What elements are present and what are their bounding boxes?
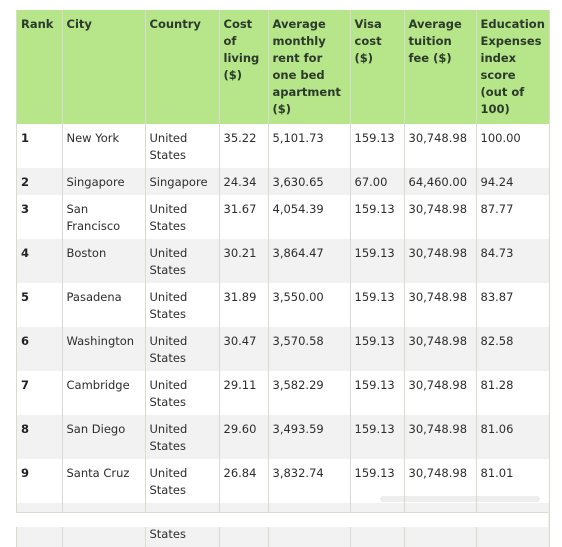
cell-average-rent: 3,550.00 bbox=[268, 283, 351, 327]
cell-education-index: 81.28 bbox=[480, 378, 514, 392]
cell-education-index: 94.24 bbox=[476, 168, 549, 195]
header-visa-cost: Visa cost ($) bbox=[350, 10, 405, 124]
cell-country: United States bbox=[145, 415, 220, 459]
cell-city: Santa Cruz bbox=[62, 459, 146, 503]
header-row: Rank City Country Cost of living ($) Ave… bbox=[17, 10, 549, 124]
cell-average-tuition: 30,748.98 bbox=[404, 195, 477, 239]
cell-average-rent: 3,630.65 bbox=[268, 168, 351, 195]
table-bottom-edge bbox=[16, 512, 548, 527]
cell-education-index: 81.01 bbox=[480, 466, 514, 480]
cell-education-index: 84.73 bbox=[476, 239, 549, 283]
cell-country: United States bbox=[145, 459, 220, 503]
cell-visa-cost: 159.13 bbox=[350, 327, 405, 371]
header-city: City bbox=[62, 10, 146, 124]
table-row: 1 New York United States 35.22 5,101.73 … bbox=[17, 124, 549, 168]
header-average-tuition: Average tuition fee ($) bbox=[404, 10, 477, 124]
cell-rank: 9 bbox=[17, 459, 63, 503]
cell-average-tuition: 30,748.98 bbox=[404, 283, 477, 327]
cell-country: United States bbox=[145, 124, 220, 168]
cell-city: Pasadena bbox=[62, 283, 146, 327]
cell-country: United States bbox=[145, 195, 220, 239]
cell-education-index: 83.87 bbox=[480, 290, 514, 304]
cell-education-index: 81.06 bbox=[476, 415, 549, 459]
cell-visa-cost: 159.13 bbox=[350, 283, 405, 327]
cell-average-tuition: 30,748.98 bbox=[404, 415, 477, 459]
header-country: Country bbox=[145, 10, 220, 124]
cell-visa-cost: 159.13 bbox=[350, 239, 405, 283]
table-row: 5 Pasadena United States 31.89 3,550.00 … bbox=[17, 283, 549, 327]
table-header: Rank City Country Cost of living ($) Ave… bbox=[17, 10, 549, 124]
cell-rank: 4 bbox=[17, 239, 63, 283]
header-cost-of-living: Cost of living ($) bbox=[219, 10, 269, 124]
cell-cost-of-living: 31.67 bbox=[219, 195, 269, 239]
cell-country: Singapore bbox=[145, 168, 220, 195]
cell-average-tuition: 30,748.98 bbox=[404, 124, 477, 168]
cell-average-rent: 3,864.47 bbox=[268, 239, 351, 283]
header-average-rent: Average monthly rent for one bed apartme… bbox=[268, 10, 351, 124]
cell-country: United States bbox=[145, 371, 220, 415]
cell-country: United States bbox=[145, 239, 220, 283]
cell-cost-of-living: 26.84 bbox=[219, 459, 269, 503]
cell-visa-cost: 159.13 bbox=[350, 371, 405, 415]
cell-rank: 3 bbox=[17, 195, 63, 239]
cell-average-rent: 3,570.58 bbox=[268, 327, 351, 371]
cell-average-rent: 3,832.74 bbox=[268, 459, 351, 503]
cell-city: Boston bbox=[62, 239, 146, 283]
cell-cost-of-living: 29.11 bbox=[219, 371, 269, 415]
table-row: 6 Washington United States 30.47 3,570.5… bbox=[17, 327, 549, 371]
cell-city: Washington bbox=[62, 327, 146, 371]
cell-average-tuition: 30,748.98 bbox=[404, 459, 477, 503]
cell-cost-of-living: 30.47 bbox=[219, 327, 269, 371]
cell-city: Singapore bbox=[62, 168, 146, 195]
cell-average-rent: 3,493.59 bbox=[268, 415, 351, 459]
cell-visa-cost: 159.13 bbox=[350, 415, 405, 459]
cell-education-index: 100.00 bbox=[480, 131, 521, 145]
cell-city: San Francisco bbox=[62, 195, 146, 239]
cell-cost-of-living: 24.34 bbox=[219, 168, 269, 195]
cell-country: United States bbox=[145, 327, 220, 371]
table-row: 4 Boston United States 30.21 3,864.47 15… bbox=[17, 239, 549, 283]
cell-cost-of-living: 35.22 bbox=[219, 124, 269, 168]
cell-city: San Diego bbox=[62, 415, 146, 459]
cell-visa-cost: 159.13 bbox=[350, 195, 405, 239]
cell-country: United States bbox=[145, 283, 220, 327]
cell-education-index: 82.58 bbox=[476, 327, 549, 371]
cell-cost-of-living: 30.21 bbox=[219, 239, 269, 283]
header-rank: Rank bbox=[17, 10, 63, 124]
cell-rank: 8 bbox=[17, 415, 63, 459]
cell-average-tuition: 64,460.00 bbox=[404, 168, 477, 195]
table-row: 7 Cambridge United States 29.11 3,582.29… bbox=[17, 371, 549, 415]
cities-ranking-table: Rank City Country Cost of living ($) Ave… bbox=[17, 10, 549, 547]
table-row: 3 San Francisco United States 31.67 4,05… bbox=[17, 195, 549, 239]
cell-average-rent: 4,054.39 bbox=[268, 195, 351, 239]
cell-rank: 7 bbox=[17, 371, 63, 415]
table-row: 9 Santa Cruz United States 26.84 3,832.7… bbox=[17, 459, 549, 503]
cell-average-tuition: 30,748.98 bbox=[404, 327, 477, 371]
cell-average-tuition: 30,748.98 bbox=[404, 239, 477, 283]
cell-visa-cost: 159.13 bbox=[350, 124, 405, 168]
cell-cost-of-living: 29.60 bbox=[219, 415, 269, 459]
cell-average-tuition: 30,748.98 bbox=[404, 371, 477, 415]
cell-rank: 2 bbox=[17, 168, 63, 195]
cell-visa-cost: 159.13 bbox=[350, 459, 405, 503]
cell-visa-cost: 67.00 bbox=[350, 168, 405, 195]
table-row: 2 Singapore Singapore 24.34 3,630.65 67.… bbox=[17, 168, 549, 195]
header-education-index: Education Expenses index score (out of 1… bbox=[476, 10, 549, 124]
cell-rank: 5 bbox=[17, 283, 63, 327]
cell-rank: 6 bbox=[17, 327, 63, 371]
table-row: 8 San Diego United States 29.60 3,493.59… bbox=[17, 415, 549, 459]
table-body: 1 New York United States 35.22 5,101.73 … bbox=[17, 124, 549, 547]
cell-average-rent: 5,101.73 bbox=[268, 124, 351, 168]
cell-cost-of-living: 31.89 bbox=[219, 283, 269, 327]
cell-average-rent: 3,582.29 bbox=[268, 371, 351, 415]
cell-city: New York bbox=[62, 124, 146, 168]
cities-table-container: Rank City Country Cost of living ($) Ave… bbox=[16, 10, 550, 547]
cell-education-index: 87.77 bbox=[480, 202, 514, 216]
cell-rank: 1 bbox=[17, 124, 63, 168]
cell-city: Cambridge bbox=[62, 371, 146, 415]
